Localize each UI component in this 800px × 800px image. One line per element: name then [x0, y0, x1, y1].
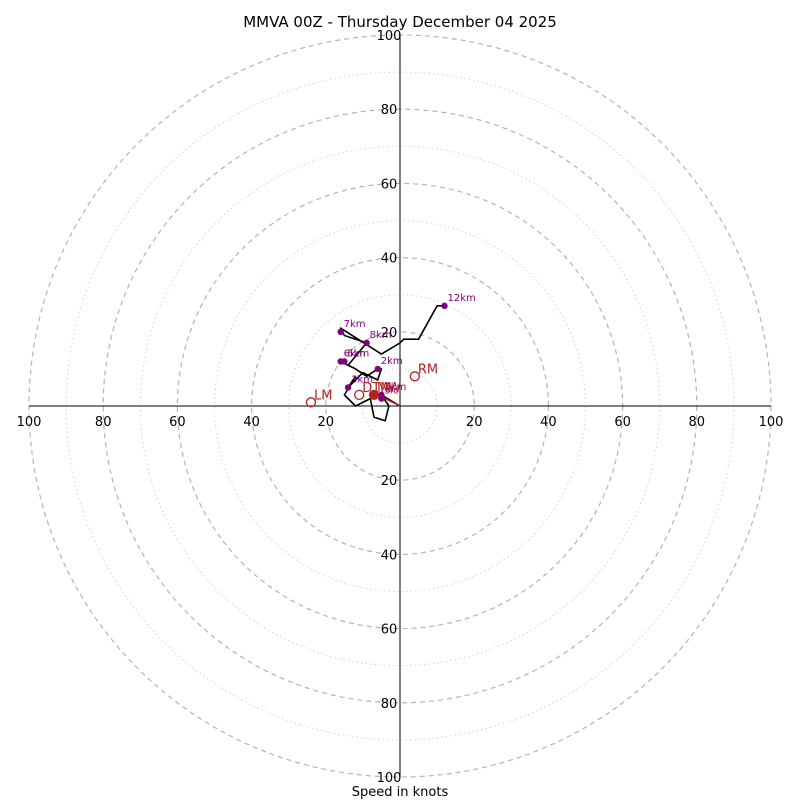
height-marker-dot	[441, 302, 448, 310]
height-marker-dot	[344, 384, 352, 391]
tick-label-left: 20	[318, 415, 335, 430]
storm-motion-marker	[305, 397, 317, 408]
x-axis-label: Speed in knots	[352, 785, 449, 800]
height-marker-label: 5km	[347, 348, 369, 359]
tick-label-right: 20	[466, 415, 483, 430]
tick-label-top: 100	[377, 29, 402, 44]
tick-label-left: 80	[95, 415, 112, 430]
tick-label-right: 40	[540, 415, 557, 430]
height-marker-label: sfc	[384, 386, 398, 397]
tick-label-bottom: 60	[381, 623, 398, 638]
tick-label-bottom: 100	[377, 771, 402, 786]
tick-labels: 20 20 20 20 40 40 40 40 60 60 60 60 80 80 80 80 100 100 10…	[17, 29, 784, 786]
chart-title: MMVA 00Z - Thursday December 04 2025	[243, 13, 557, 31]
height-marker-dot	[363, 339, 370, 347]
storm-motion-marker	[368, 389, 380, 401]
tick-label-top: 40	[381, 252, 398, 267]
height-marker-dot	[374, 365, 381, 373]
tick-label-right: 80	[689, 415, 706, 430]
tick-label-bottom: 80	[381, 697, 398, 712]
height-marker-label: 3km	[351, 374, 373, 385]
storm-motion-label: DTM	[362, 381, 391, 396]
tick-label-left: 100	[17, 415, 42, 430]
tick-label-right: 100	[759, 415, 784, 430]
height-marker-label: 12km	[448, 293, 476, 304]
height-marker-label: 7km	[344, 319, 366, 330]
storm-motion-label: MW	[377, 381, 401, 396]
storm-motion-marker	[354, 389, 365, 401]
tick-label-bottom: 20	[381, 474, 398, 489]
tick-label-bottom: 40	[381, 548, 398, 563]
height-marker-dot	[378, 391, 385, 399]
storm-motion-label: LM	[314, 388, 332, 403]
height-marker-dot	[337, 328, 344, 335]
tick-label-right: 60	[614, 415, 631, 430]
tick-label-left: 60	[169, 415, 186, 430]
height-marker-label: 8km	[370, 330, 392, 341]
tick-label-top: 20	[381, 326, 398, 341]
storm-motion-marker	[409, 371, 420, 382]
storm-motion-label: RM	[418, 362, 438, 377]
tick-label-top: 80	[381, 103, 398, 118]
tick-label-top: 60	[381, 177, 398, 192]
height-marker-label: 1km	[384, 382, 406, 393]
height-marker-dot	[337, 358, 344, 365]
height-marker-label: 2km	[381, 356, 403, 367]
height-marker-label: 6km	[344, 348, 366, 359]
tick-label-left: 40	[243, 415, 260, 430]
